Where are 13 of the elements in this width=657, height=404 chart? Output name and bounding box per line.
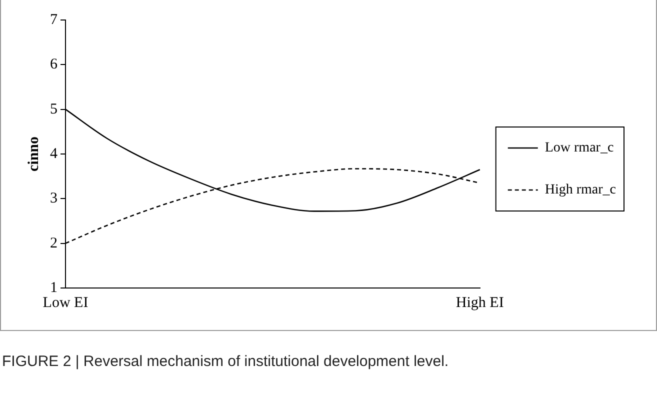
y-tick-label: 6: [50, 56, 58, 73]
y-tick-label: 7: [50, 12, 58, 28]
legend-label: High rmar_c: [544, 182, 616, 198]
y-axis-title: cinno: [26, 136, 42, 172]
y-tick-label: 5: [50, 101, 58, 118]
y-tick-label: 3: [50, 190, 58, 207]
x-tick-label: High EI: [456, 294, 504, 311]
x-tick-label: Low EI: [42, 294, 88, 311]
y-tick-label: 2: [50, 235, 58, 252]
caption: FIGURE 2 | Reversal mechanism of institutional development level.: [2, 353, 450, 370]
y-tick-label: 4: [50, 146, 58, 162]
legend-label: Low rmar_c: [544, 140, 614, 156]
y-tick-label: 1: [50, 280, 58, 296]
